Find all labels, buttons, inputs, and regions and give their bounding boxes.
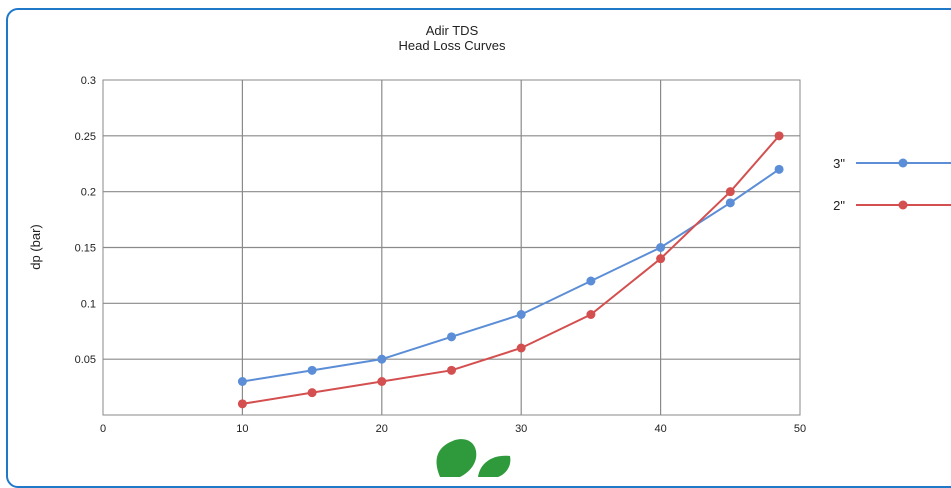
data-point xyxy=(237,399,247,409)
x-tick-label: 50 xyxy=(794,423,806,435)
data-point xyxy=(516,310,526,319)
data-point xyxy=(725,187,735,197)
series-line-1 xyxy=(242,135,780,405)
legend-label: 2" xyxy=(833,198,845,213)
data-point xyxy=(307,365,317,375)
data-point xyxy=(447,365,456,375)
data-point xyxy=(774,164,784,174)
legend: 3" 2" xyxy=(833,156,951,213)
data-point xyxy=(586,310,596,319)
x-tick-label: 40 xyxy=(654,423,666,435)
series-layer xyxy=(237,131,784,409)
chart-title: Adir TDS xyxy=(426,23,479,38)
y-tick-label: 0.15 xyxy=(75,243,96,255)
y-tick-label: 0.2 xyxy=(81,187,96,199)
y-tick-label: 0.05 xyxy=(75,354,96,366)
data-point xyxy=(516,343,526,353)
x-tick-label: 30 xyxy=(515,423,527,435)
x-tick-label: 10 xyxy=(236,423,248,435)
data-point xyxy=(725,198,735,208)
data-point xyxy=(307,388,317,398)
data-point xyxy=(774,131,784,141)
legend-marker xyxy=(898,158,908,168)
data-point xyxy=(447,332,456,342)
data-point xyxy=(237,377,247,386)
data-point xyxy=(656,243,666,252)
series-line-0 xyxy=(242,168,780,383)
legend-marker xyxy=(898,200,908,210)
y-tick-label: 0.25 xyxy=(75,131,96,143)
chart-subtitle: Head Loss Curves xyxy=(399,38,506,53)
y-tick-label: 0.3 xyxy=(81,75,96,87)
grid xyxy=(102,79,801,416)
data-point xyxy=(377,354,387,364)
y-axis-label: dp (bar) xyxy=(28,224,43,270)
tick-labels: 0 10 20 30 40 50 0.05 0.1 0.15 0.2 0.25 0.3 xyxy=(75,75,807,435)
y-tick-label: 0.1 xyxy=(81,298,96,310)
x-tick-label: 20 xyxy=(376,423,388,435)
data-point xyxy=(377,377,387,386)
data-point xyxy=(586,276,596,286)
leaf-logo xyxy=(436,439,511,477)
data-point xyxy=(656,254,666,264)
legend-label: 3" xyxy=(833,156,845,171)
x-tick-label: 0 xyxy=(100,423,106,435)
line-chart: Adir TDS Head Loss Curves dp (bar) 0 10 20… xyxy=(28,23,951,477)
